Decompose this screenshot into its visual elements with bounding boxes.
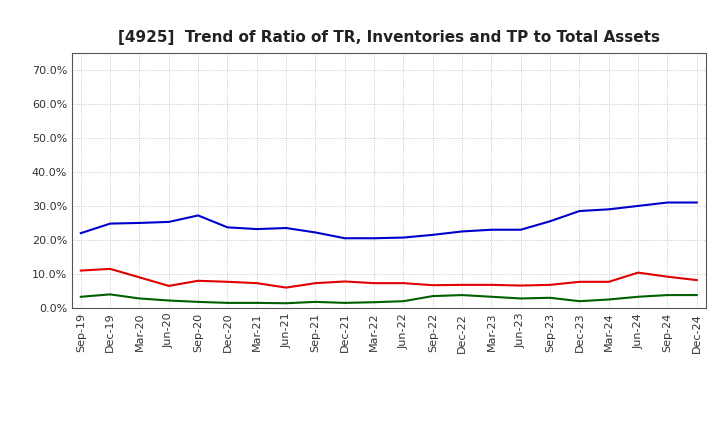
Trade Payables [428, 293, 437, 299]
Trade Receivables [458, 282, 467, 287]
Trade Receivables [399, 281, 408, 286]
Inventories [194, 213, 202, 218]
Line: Trade Receivables: Trade Receivables [81, 269, 697, 288]
Inventories [341, 235, 349, 241]
Inventories [135, 220, 144, 226]
Inventories [546, 219, 554, 224]
Trade Payables [575, 299, 584, 304]
Trade Receivables [575, 279, 584, 284]
Inventories [575, 209, 584, 214]
Inventories [76, 231, 85, 236]
Inventories [516, 227, 525, 232]
Trade Payables [458, 293, 467, 298]
Trade Payables [370, 300, 379, 305]
Trade Receivables [194, 278, 202, 283]
Trade Receivables [370, 281, 379, 286]
Trade Receivables [282, 285, 290, 290]
Trade Receivables [516, 283, 525, 288]
Trade Payables [76, 294, 85, 299]
Trade Receivables [663, 274, 672, 279]
Trade Payables [663, 293, 672, 298]
Line: Trade Payables: Trade Payables [81, 294, 697, 303]
Title: [4925]  Trend of Ratio of TR, Inventories and TP to Total Assets: [4925] Trend of Ratio of TR, Inventories… [118, 29, 660, 45]
Trade Payables [516, 296, 525, 301]
Trade Payables [634, 294, 642, 299]
Trade Receivables [428, 282, 437, 288]
Trade Payables [106, 292, 114, 297]
Trade Payables [135, 296, 144, 301]
Trade Payables [253, 300, 261, 305]
Inventories [634, 203, 642, 209]
Trade Receivables [634, 270, 642, 275]
Inventories [663, 200, 672, 205]
Trade Payables [282, 301, 290, 306]
Trade Payables [399, 299, 408, 304]
Trade Receivables [546, 282, 554, 287]
Inventories [106, 221, 114, 226]
Trade Payables [693, 293, 701, 298]
Inventories [253, 227, 261, 232]
Trade Payables [341, 300, 349, 305]
Line: Inventories: Inventories [81, 202, 697, 238]
Trade Receivables [341, 279, 349, 284]
Inventories [311, 230, 320, 235]
Inventories [428, 232, 437, 238]
Trade Receivables [311, 281, 320, 286]
Inventories [370, 235, 379, 241]
Inventories [605, 207, 613, 212]
Trade Receivables [253, 281, 261, 286]
Trade Payables [487, 294, 496, 299]
Trade Payables [605, 297, 613, 302]
Inventories [223, 225, 232, 230]
Trade Payables [194, 299, 202, 304]
Inventories [282, 225, 290, 231]
Trade Receivables [135, 275, 144, 280]
Trade Receivables [106, 266, 114, 271]
Trade Receivables [605, 279, 613, 284]
Trade Receivables [693, 278, 701, 283]
Inventories [693, 200, 701, 205]
Trade Payables [164, 298, 173, 303]
Trade Payables [311, 299, 320, 304]
Trade Receivables [487, 282, 496, 287]
Inventories [487, 227, 496, 232]
Trade Payables [546, 295, 554, 301]
Trade Payables [223, 300, 232, 305]
Trade Receivables [223, 279, 232, 284]
Inventories [399, 235, 408, 240]
Trade Receivables [164, 283, 173, 289]
Inventories [164, 219, 173, 224]
Inventories [458, 229, 467, 234]
Trade Receivables [76, 268, 85, 273]
